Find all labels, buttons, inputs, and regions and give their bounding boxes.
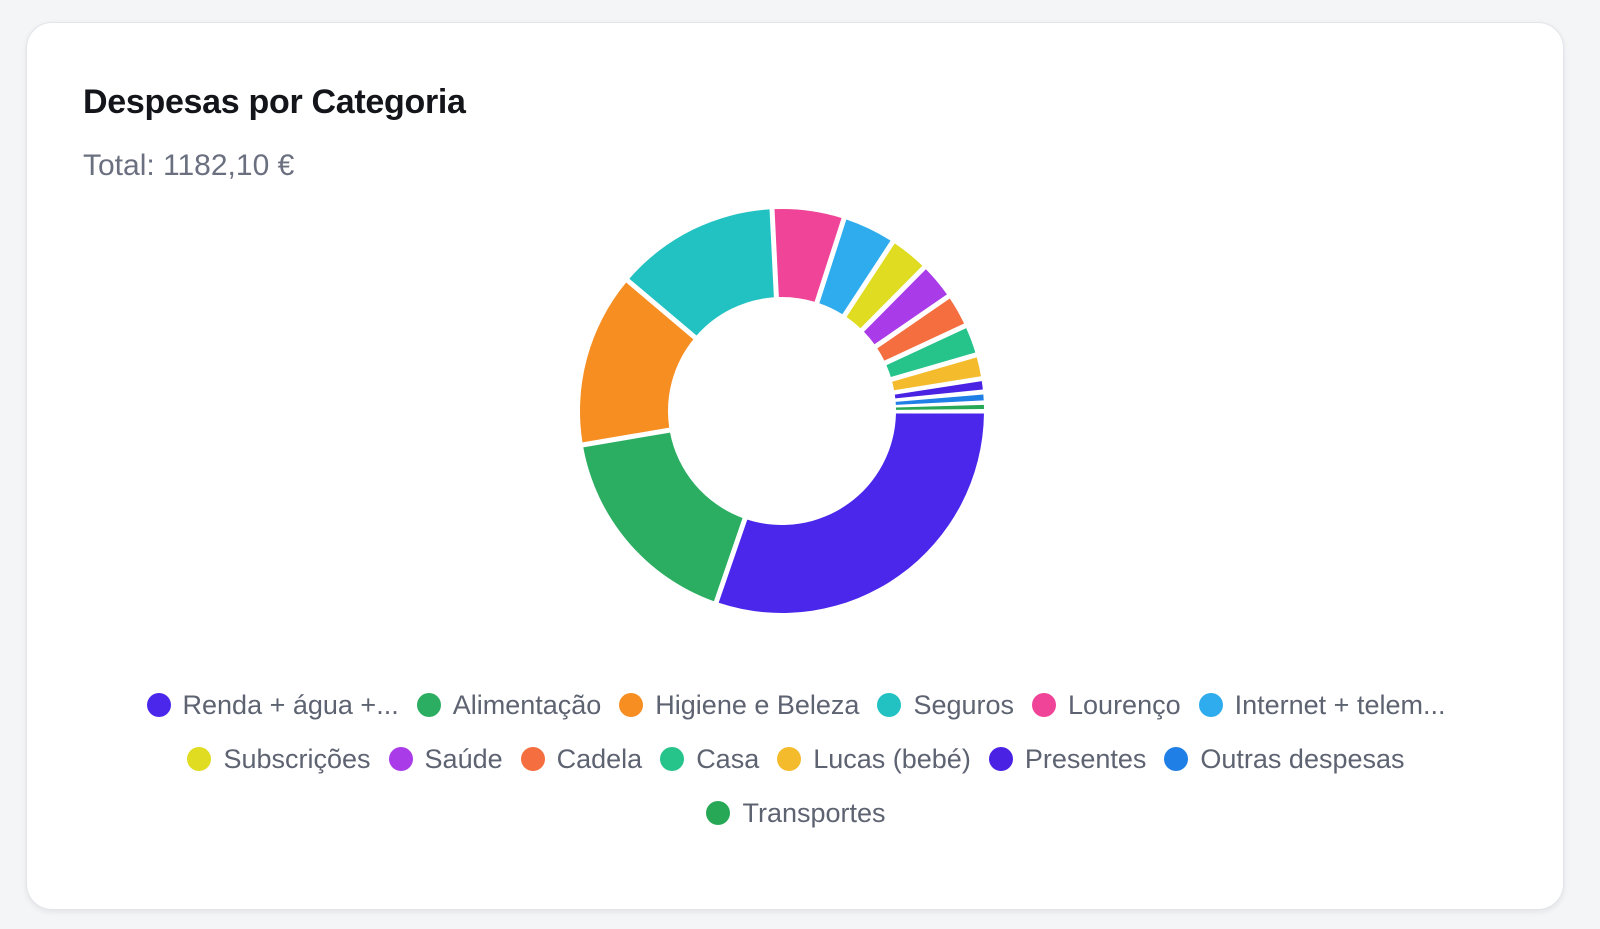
donut-slice[interactable] <box>629 209 774 336</box>
legend-label: Casa <box>696 743 760 774</box>
donut-chart <box>579 209 984 613</box>
legend-color-dot <box>877 693 902 717</box>
donut-slice[interactable] <box>895 394 984 405</box>
legend-color-dot <box>1198 693 1223 717</box>
legend-color-dot <box>1164 747 1189 771</box>
donut-slice[interactable] <box>863 269 947 345</box>
legend-label: Internet + telem... <box>1234 689 1446 720</box>
legend-item[interactable]: Outras despesas <box>1164 732 1405 786</box>
legend-item[interactable]: Higiene e Beleza <box>619 678 859 732</box>
legend-item[interactable]: Transportes <box>706 786 886 840</box>
legend-label: Lourenço <box>1068 689 1181 720</box>
legend-item[interactable]: Casa <box>660 732 759 786</box>
donut-slice[interactable] <box>819 219 891 315</box>
legend-item[interactable]: Lucas (bebé) <box>777 732 971 786</box>
legend-label: Transportes <box>742 797 886 828</box>
legend-item[interactable]: Presentes <box>988 732 1147 786</box>
legend-label: Subscrições <box>223 743 371 774</box>
donut-slice[interactable] <box>579 282 694 443</box>
donut-slice[interactable] <box>718 413 984 613</box>
donut-slice[interactable] <box>886 328 976 377</box>
legend-item[interactable]: Saúde <box>388 732 503 786</box>
legend-label: Presentes <box>1024 743 1147 774</box>
legend-color-dot <box>388 747 413 771</box>
legend-item[interactable]: Alimentação <box>416 678 602 732</box>
legend-item[interactable]: Lourenço <box>1032 678 1181 732</box>
donut-slice[interactable] <box>895 404 984 410</box>
legend-color-dot <box>988 747 1013 771</box>
legend-item[interactable]: Seguros <box>877 678 1014 732</box>
donut-slice[interactable] <box>583 432 743 602</box>
donut-slice[interactable] <box>774 209 842 302</box>
legend-color-dot <box>777 747 802 771</box>
chart-legend: Renda + água +... Alimentação Higiene e Be… <box>87 678 1505 840</box>
legend-label: Higiene e Beleza <box>655 689 860 720</box>
legend-color-dot <box>520 747 545 771</box>
legend-color-dot <box>706 801 731 825</box>
donut-slice[interactable] <box>892 357 981 391</box>
legend-label: Alimentação <box>452 689 602 720</box>
legend-color-dot <box>1032 693 1057 717</box>
total-label: Total: 1182,10 € <box>83 149 295 182</box>
legend-label: Saúde <box>424 743 503 774</box>
legend-color-dot <box>660 747 685 771</box>
legend-label: Cadela <box>556 743 643 774</box>
legend-label: Seguros <box>913 689 1015 720</box>
expenses-by-category-card: Despesas por Categoria Total: 1182,10 € … <box>26 22 1564 910</box>
legend-color-dot <box>416 693 441 717</box>
donut-slice[interactable] <box>846 243 923 329</box>
legend-label: Renda + água +... <box>182 689 399 720</box>
card-title: Despesas por Categoria <box>83 83 466 121</box>
legend-item[interactable]: Renda + água +... <box>146 678 399 732</box>
legend-item[interactable]: Subscrições <box>187 732 371 786</box>
legend-color-dot <box>619 693 644 717</box>
legend-color-dot <box>146 693 171 717</box>
donut-slice[interactable] <box>877 298 965 361</box>
legend-color-dot <box>187 747 212 771</box>
legend-item[interactable]: Cadela <box>520 732 643 786</box>
legend-label: Lucas (bebé) <box>813 743 971 774</box>
legend-label: Outras despesas <box>1200 743 1405 774</box>
legend-item[interactable]: Internet + telem... <box>1198 678 1446 732</box>
donut-slice[interactable] <box>894 381 983 399</box>
